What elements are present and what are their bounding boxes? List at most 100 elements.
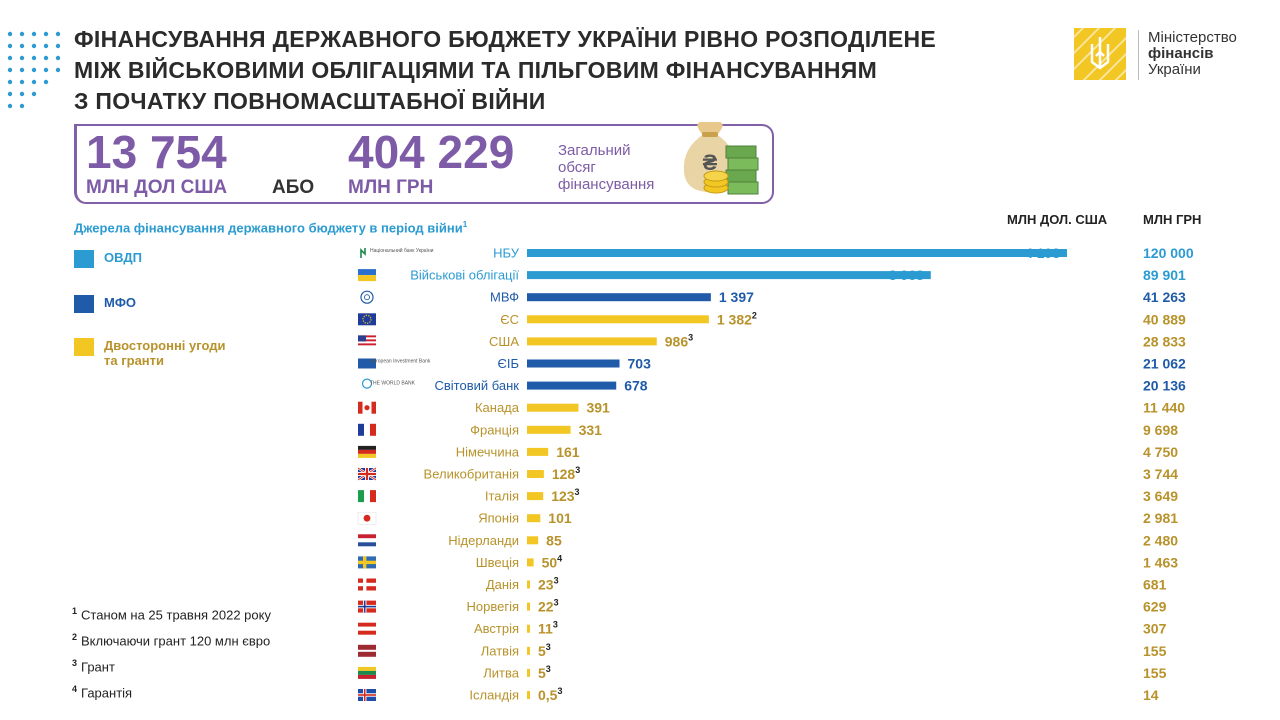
lithuania-flag-icon (358, 666, 376, 679)
legend-swatch (74, 338, 94, 356)
netherlands-flag-icon (358, 534, 376, 547)
category-label: Канада (475, 400, 520, 415)
ministry-line: України (1148, 61, 1201, 78)
uk-flag-icon (357, 467, 377, 481)
category-label: Японія (478, 511, 519, 526)
footnote: 1 Станом на 25 травня 2022 року (72, 606, 271, 632)
austria-flag-icon (358, 622, 376, 635)
value-label: 331 (579, 422, 603, 438)
legend-swatch (74, 295, 94, 313)
uah-value-label: 21 062 (1143, 356, 1186, 372)
column-header-usd: МЛН ДОЛ. США (1007, 212, 1108, 227)
total-description-line: фінансування (558, 176, 655, 193)
chart-row: Національний банк України НБУ 4 103 120 000 (360, 245, 1194, 261)
category-label: Франція (470, 422, 519, 437)
bar (527, 381, 617, 390)
total-usd-value: 13 754 (86, 126, 227, 178)
chart-row: Ісландія 0,53 14 (358, 686, 1159, 703)
sweden-flag-icon (358, 556, 376, 569)
chart-row: Франція 331 9 698 (358, 422, 1178, 438)
chart-row: Литва 53 155 (358, 664, 1167, 681)
value-label: 678 (624, 378, 648, 394)
uah-value-label: 155 (1143, 643, 1167, 659)
uah-value-label: 681 (1143, 577, 1167, 593)
uah-value-label: 41 263 (1143, 289, 1186, 305)
latvia-flag-icon (358, 644, 376, 657)
uah-value-label: 14 (1143, 687, 1159, 703)
footnote-mark: 2 (72, 632, 78, 642)
logo-divider (1138, 30, 1139, 80)
iceland-flag-icon (358, 689, 376, 701)
totals-box (74, 124, 774, 204)
value-label: 703 (628, 356, 652, 372)
nbu-logo-icon (360, 248, 366, 258)
footnote-mark: 1 (72, 606, 78, 616)
title-line: МІЖ ВІЙСЬКОВИМИ ОБЛІГАЦІЯМИ ТА ПІЛЬГОВИМ… (74, 57, 878, 83)
legend-label-line: Двосторонні угоди (104, 338, 226, 353)
bar (527, 359, 620, 368)
chart-row: Швеція 504 1 463 (358, 553, 1178, 570)
category-label: ЄІБ (498, 356, 520, 371)
germany-flag-icon (358, 445, 376, 458)
page-title: ФІНАНСУВАННЯ ДЕРЖАВНОГО БЮДЖЕТУ УКРАЇНИ … (74, 24, 1034, 117)
total-description-line: Загальний (558, 142, 631, 159)
bar (527, 249, 1067, 257)
legend-label: МФО (104, 295, 136, 310)
chart-row: МВФ 1 397 41 263 (360, 289, 1186, 305)
uah-value-label: 155 (1143, 665, 1167, 681)
category-label: Італія (485, 489, 519, 504)
uah-value-label: 11 440 (1143, 400, 1185, 416)
value-label: 504 (542, 553, 563, 570)
value-label: 53 (538, 642, 551, 659)
footnote-mark: 3 (72, 658, 78, 668)
bar (527, 425, 571, 434)
category-label: ЄС (500, 312, 519, 327)
category-label: Литва (483, 665, 520, 680)
bar (527, 403, 579, 412)
chart-row: Військові облігації 3 068 89 901 (358, 267, 1186, 283)
legend-swatch (74, 250, 94, 268)
canada-flag-icon (358, 401, 376, 414)
denmark-flag-icon (358, 578, 376, 591)
bar (527, 602, 530, 611)
bar (527, 580, 531, 589)
total-usd-unit: МЛН ДОЛ США (86, 177, 228, 198)
ministry-line: фінансів (1148, 45, 1214, 62)
category-label: Великобританія (424, 467, 519, 482)
uah-value-label: 1 463 (1143, 554, 1178, 570)
category-label: Німеччина (456, 444, 520, 459)
bar (527, 646, 530, 655)
ministry-name: Міністерство фінансів України (1148, 30, 1237, 78)
bar (527, 447, 549, 456)
or-word: АБО (272, 177, 315, 198)
bar (527, 470, 544, 478)
icon-caption: Національний банк України (370, 247, 434, 254)
category-label: Нідерланди (448, 533, 519, 548)
uah-value-label: 9 698 (1143, 422, 1178, 438)
chart-subtitle-note: 1 (462, 220, 468, 229)
title-line: ФІНАНСУВАННЯ ДЕРЖАВНОГО БЮДЖЕТУ УКРАЇНИ … (74, 26, 937, 52)
chart-subtitle-text: Джерела фінансування державного бюджету … (74, 220, 463, 236)
italy-flag-icon (358, 490, 376, 503)
uah-value-label: 89 901 (1143, 267, 1186, 283)
bar (527, 293, 711, 302)
chart-row: ЄС 1 3822 40 889 (358, 310, 1186, 327)
bar (527, 691, 530, 699)
category-label: Норвегія (466, 599, 519, 614)
legend-label: ОВДП (104, 250, 142, 265)
value-label: 0,53 (538, 686, 562, 703)
bar (527, 558, 534, 567)
category-label: США (489, 334, 519, 349)
value-label: 161 (556, 444, 580, 460)
uah-value-label: 20 136 (1143, 378, 1186, 394)
legend-item-bilateral: Двосторонні угоди та гранти (74, 338, 226, 368)
value-label: 4 103 (1025, 245, 1060, 261)
bar (527, 315, 709, 324)
title-line: З ПОЧАТКУ ПОВНОМАСШТАБНОЇ ВІЙНИ (74, 88, 546, 114)
legend-item-ovdp: ОВДП (74, 250, 142, 268)
japan-flag-icon (357, 511, 377, 525)
value-label: 223 (538, 598, 559, 615)
legend-label-line: ОВДП (104, 250, 142, 265)
category-label: МВФ (490, 290, 519, 305)
